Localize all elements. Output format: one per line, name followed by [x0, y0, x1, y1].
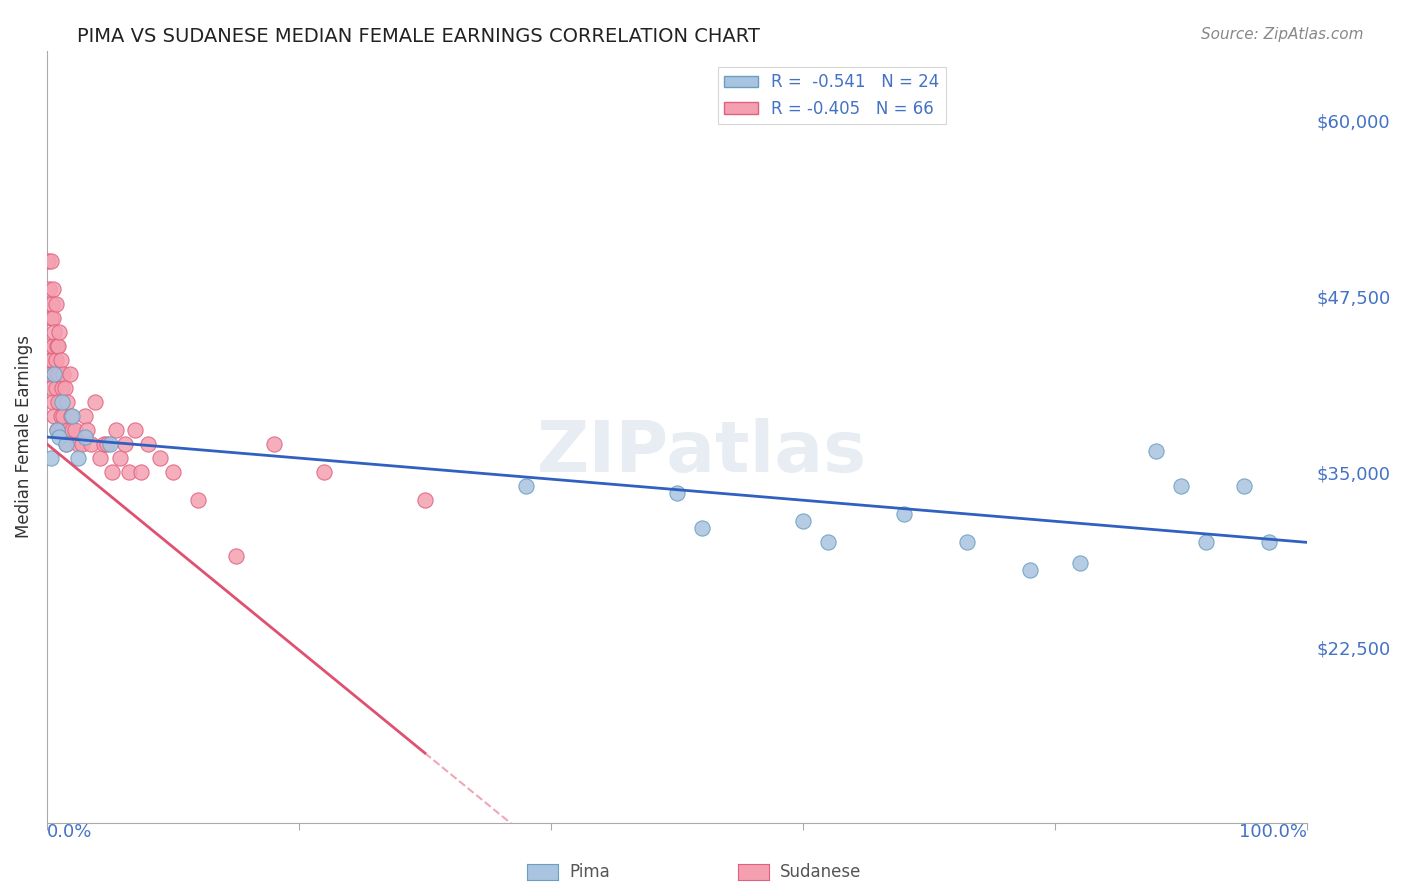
- Point: [53, 381, 76, 395]
- Text: Pima: Pima: [569, 863, 610, 881]
- Point: [52, 367, 75, 381]
- Point: [665, 486, 688, 500]
- Point: [70, 437, 93, 451]
- Point: [1170, 479, 1192, 493]
- Point: [101, 465, 124, 479]
- Point: [49, 409, 72, 423]
- Point: [51, 395, 73, 409]
- Point: [41, 381, 63, 395]
- Point: [44, 367, 66, 381]
- Point: [114, 437, 136, 451]
- Point: [41, 352, 63, 367]
- Point: [48, 325, 70, 339]
- Point: [52, 409, 75, 423]
- Point: [59, 409, 82, 423]
- Point: [515, 479, 537, 493]
- Point: [956, 535, 979, 549]
- Point: [792, 514, 814, 528]
- Point: [89, 451, 111, 466]
- Point: [39, 254, 62, 268]
- Point: [55, 437, 77, 451]
- Point: [37, 254, 59, 268]
- Point: [60, 423, 83, 437]
- Point: [73, 409, 96, 423]
- Point: [817, 535, 839, 549]
- Point: [58, 423, 80, 437]
- Point: [893, 508, 915, 522]
- Point: [690, 521, 713, 535]
- Point: [39, 367, 62, 381]
- Point: [108, 451, 131, 466]
- Point: [98, 437, 121, 451]
- Point: [38, 283, 60, 297]
- Point: [136, 437, 159, 451]
- Y-axis label: Median Female Earnings: Median Female Earnings: [15, 335, 32, 539]
- Text: Source: ZipAtlas.com: Source: ZipAtlas.com: [1201, 27, 1364, 42]
- Text: 0.0%: 0.0%: [46, 823, 93, 841]
- Point: [48, 423, 70, 437]
- Point: [73, 430, 96, 444]
- Point: [45, 352, 67, 367]
- Point: [67, 451, 90, 466]
- Point: [48, 430, 70, 444]
- Legend: R =  -0.541   N = 24, R = -0.405   N = 66: R = -0.541 N = 24, R = -0.405 N = 66: [717, 67, 946, 124]
- Point: [314, 465, 336, 479]
- Point: [45, 381, 67, 395]
- Point: [44, 409, 66, 423]
- Point: [46, 367, 69, 381]
- Point: [1195, 535, 1218, 549]
- Point: [96, 437, 118, 451]
- Point: [60, 409, 83, 423]
- Point: [39, 451, 62, 466]
- Point: [1144, 444, 1167, 458]
- Point: [105, 423, 128, 437]
- Point: [46, 395, 69, 409]
- Point: [63, 423, 86, 437]
- Point: [46, 339, 69, 353]
- Point: [46, 339, 69, 353]
- Point: [39, 310, 62, 325]
- Point: [42, 339, 65, 353]
- Point: [48, 367, 70, 381]
- Point: [51, 423, 73, 437]
- Point: [46, 423, 69, 437]
- Point: [45, 296, 67, 310]
- Text: ZIPatlas: ZIPatlas: [537, 418, 868, 487]
- Point: [51, 381, 73, 395]
- Point: [162, 465, 184, 479]
- Point: [42, 283, 65, 297]
- Text: 100.0%: 100.0%: [1239, 823, 1308, 841]
- Point: [46, 423, 69, 437]
- Point: [1258, 535, 1281, 549]
- Point: [41, 296, 63, 310]
- Point: [413, 493, 436, 508]
- Point: [67, 437, 90, 451]
- Point: [76, 423, 98, 437]
- Text: Sudanese: Sudanese: [780, 863, 862, 881]
- Point: [83, 395, 105, 409]
- Point: [55, 437, 77, 451]
- Point: [49, 352, 72, 367]
- Point: [80, 437, 103, 451]
- Point: [1069, 557, 1091, 571]
- Point: [263, 437, 285, 451]
- Text: PIMA VS SUDANESE MEDIAN FEMALE EARNINGS CORRELATION CHART: PIMA VS SUDANESE MEDIAN FEMALE EARNINGS …: [77, 27, 761, 45]
- Point: [225, 549, 247, 564]
- Point: [37, 352, 59, 367]
- Point: [58, 367, 80, 381]
- Point: [38, 339, 60, 353]
- Point: [93, 437, 115, 451]
- Point: [44, 367, 66, 381]
- Point: [131, 465, 153, 479]
- Point: [118, 465, 141, 479]
- Point: [187, 493, 209, 508]
- Point: [42, 310, 65, 325]
- Point: [56, 395, 79, 409]
- Point: [124, 423, 146, 437]
- Point: [1018, 564, 1040, 578]
- Point: [44, 325, 66, 339]
- Point: [1233, 479, 1256, 493]
- Point: [42, 395, 65, 409]
- Point: [149, 451, 172, 466]
